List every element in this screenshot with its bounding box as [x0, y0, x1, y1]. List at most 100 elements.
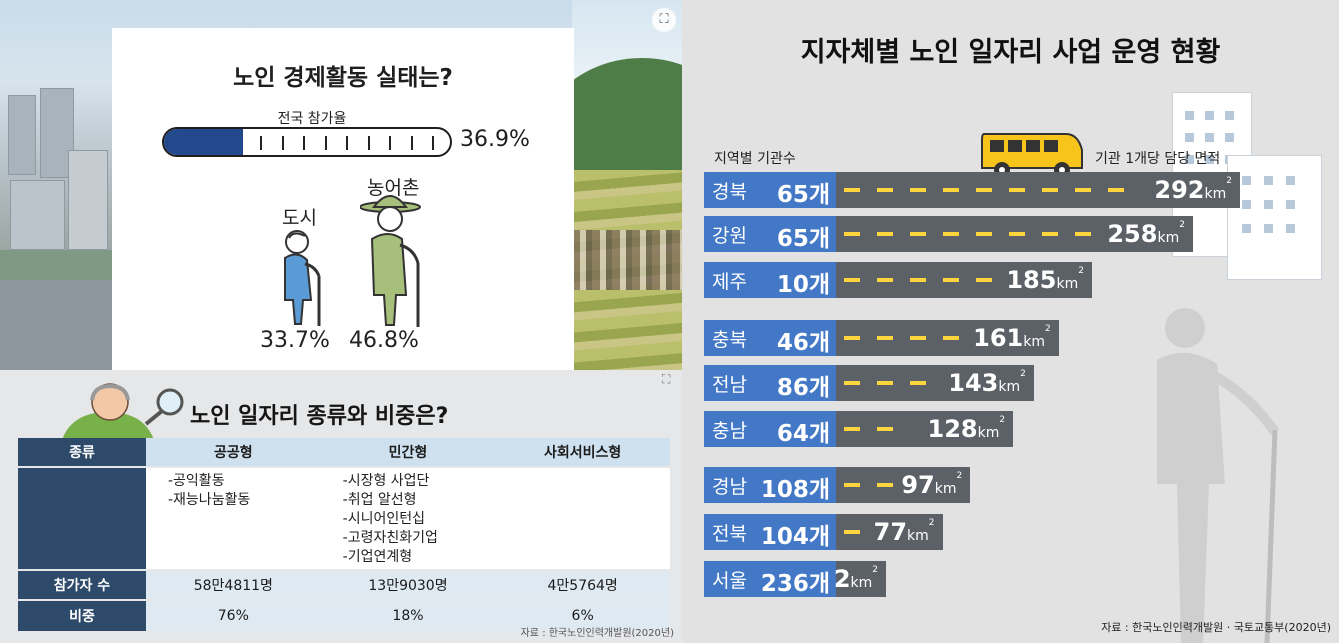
gauge-tick	[260, 136, 262, 150]
area-bar: 128km2	[836, 411, 1014, 447]
list-item: -기업연계형	[342, 549, 413, 565]
region-name: 강원	[712, 225, 747, 247]
road-dash	[844, 336, 860, 340]
area-value: 77km2	[873, 518, 935, 546]
elderly-city-person-icon	[284, 230, 321, 326]
road-dash	[1108, 188, 1124, 192]
participants-private: 13만9030명	[320, 571, 496, 599]
area-bar: 161km2	[836, 320, 1059, 356]
region-count-value: 64개	[776, 421, 830, 447]
road-dash	[844, 530, 860, 534]
chart-title: 지자체별 노인 일자리 사업 운영 현황	[800, 37, 1221, 68]
area-value: 258km2	[1107, 220, 1185, 248]
road-dash	[877, 336, 893, 340]
types-row-header	[18, 468, 146, 569]
road-dash	[976, 188, 992, 192]
area-value: 161km2	[973, 324, 1051, 352]
region-label-box: 경남 108개	[704, 467, 836, 503]
region-name: 제주	[712, 271, 747, 293]
background-building	[10, 180, 65, 250]
share-label: 비중	[18, 601, 146, 631]
gauge-tick	[346, 136, 348, 150]
area-value: 143km2	[948, 369, 1026, 397]
area-value: 292km2	[1154, 176, 1232, 204]
region-name: 전남	[712, 374, 747, 396]
job-types-panel: ⛶ 노인 일자리 종류와 비중은? 종류 공공형 민간형 사회서비스형 -공익활…	[0, 370, 682, 643]
gauge-tick	[410, 136, 413, 150]
road-dash	[943, 336, 959, 340]
table-header-type: 종류	[18, 438, 146, 466]
region-name: 전북	[712, 523, 747, 545]
public-types-list: -공익활동 -재능나눔활동	[146, 468, 321, 569]
road-dash	[1009, 188, 1025, 192]
road-dash	[877, 381, 893, 385]
list-item: -시니어인턴십	[342, 511, 425, 527]
area-value: 97km2	[901, 471, 963, 499]
participants-label: 참가자 수	[18, 571, 146, 599]
road-dash	[943, 188, 959, 192]
road-dash	[910, 381, 926, 385]
area-bar: 2km2	[834, 561, 886, 597]
region-count-value: 65개	[776, 182, 830, 208]
city-label: 도시	[282, 207, 317, 229]
region-label-box: 전북 104개	[704, 514, 836, 550]
region-count-value: 65개	[776, 226, 830, 252]
region-name: 경남	[712, 476, 747, 498]
area-bar: 97km2	[836, 467, 971, 503]
road-dash	[844, 278, 860, 282]
national-rate-bar	[162, 127, 452, 157]
area-value: 128km2	[927, 415, 1006, 443]
elderly-silhouette-icon	[1157, 308, 1280, 643]
area-bar: 292km2	[836, 172, 1240, 208]
regional-jobs-panel: 지자체별 노인 일자리 사업 운영 현황 지역별 기관수 기관 1개당 담당 면…	[682, 0, 1339, 643]
share-private: 18%	[320, 601, 496, 631]
region-count-value: 236개	[760, 571, 830, 597]
area-bar: 77km2	[836, 514, 943, 550]
road-dash	[1075, 232, 1091, 236]
area-bar: 258km2	[836, 216, 1193, 252]
zoom-icon[interactable]: ⛶	[652, 8, 676, 32]
road-dash	[877, 483, 893, 487]
road-dash	[877, 427, 893, 431]
background-building	[40, 88, 74, 178]
column-social-service: 사회서비스형	[495, 438, 670, 466]
background-building	[68, 150, 108, 250]
bus-icon	[981, 133, 1083, 178]
region-label-box: 충남 64개	[704, 411, 836, 447]
private-types-list: -시장형 사업단 -취업 알선형 -시니어인턴십 -고령자친화기업 -기업연계형	[320, 468, 496, 569]
card-title: 노인 경제활동 실태는?	[233, 65, 453, 91]
region-label-box: 서울 236개	[704, 561, 836, 597]
participants-social-service: 4만5764명	[495, 571, 670, 599]
list-item: -공익활동	[168, 473, 225, 489]
economic-activity-panel: ⛶ 노인 경제활동 실태는? 전국 참가율 36.9% 도시 농어촌 33.7%…	[0, 0, 682, 370]
gauge-tick	[303, 136, 305, 150]
road-dash	[943, 278, 959, 282]
rural-landscape	[572, 0, 682, 370]
road-dash	[877, 278, 893, 282]
job-types-table: 종류 공공형 민간형 사회서비스형 -공익활동 -재능나눔활동 -시장형 사업단…	[18, 436, 670, 633]
gauge-tick	[367, 136, 370, 150]
region-count-value: 104개	[760, 524, 830, 550]
road-dash	[1009, 232, 1025, 236]
economic-activity-card: 노인 경제활동 실태는? 전국 참가율 36.9% 도시 농어촌 33.7% 4…	[112, 28, 574, 370]
region-name: 충남	[712, 420, 747, 442]
region-label-box: 전남 86개	[704, 365, 836, 401]
elderly-rural-farmer-icon	[360, 195, 421, 327]
column-private: 민간형	[320, 438, 496, 466]
road-dash	[877, 188, 893, 192]
area-axis-label: 기관 1개당 담당 면적	[1095, 151, 1221, 167]
region-label-box: 경북 65개	[704, 172, 836, 208]
background-building	[0, 280, 112, 370]
road-dash	[877, 232, 893, 236]
national-rate-fill	[164, 129, 244, 155]
national-rate-value: 36.9%	[460, 127, 530, 152]
city-value: 33.7%	[260, 328, 330, 353]
road-dash	[910, 232, 926, 236]
road-dash	[976, 278, 992, 282]
zoom-icon[interactable]: ⛶	[662, 372, 671, 386]
area-value: 185km2	[1006, 266, 1084, 294]
source-note: 자료 : 한국노인인력개발원(2020년)	[520, 628, 674, 639]
road-dash	[910, 336, 926, 340]
regional-bars: 경북 65개 292km2 강원 65개 258km2 제주 10개 185km2 충북 46개 16…	[682, 0, 1339, 643]
participants-public: 58만4811명	[146, 571, 321, 599]
